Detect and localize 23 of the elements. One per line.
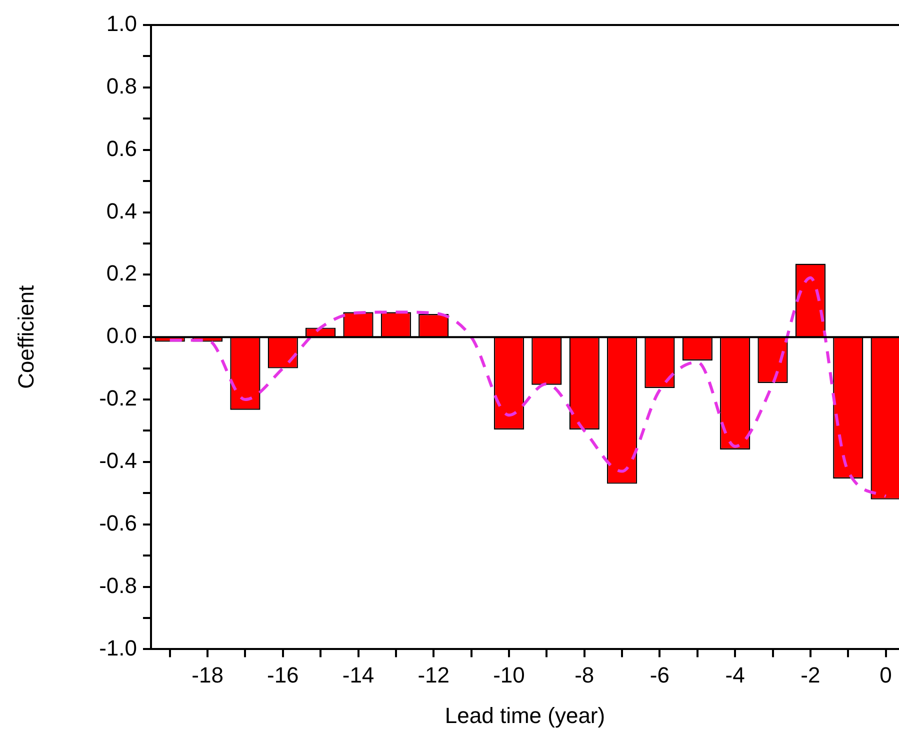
x-tick-label: 0 (880, 662, 892, 688)
x-tick-label: -4 (725, 662, 745, 688)
y-tick-label: 0.2 (106, 260, 137, 286)
y-tick-label: -0.2 (99, 386, 137, 411)
x-tick-label: -12 (418, 662, 450, 688)
x-tick-label: -2 (800, 662, 820, 688)
x-axis-title: Lead time (year) (444, 702, 606, 728)
y-tick-label: -0.6 (99, 510, 137, 536)
y-tick-label: 0.8 (106, 73, 137, 98)
x-tick-label: -10 (493, 662, 525, 688)
x-tick-label: -18 (192, 662, 224, 688)
y-tick-label: 0.6 (106, 136, 137, 161)
x-tick-label: -14 (342, 662, 374, 688)
y-tick-label: 0.4 (106, 198, 137, 224)
y-tick-label: -1.0 (99, 635, 137, 660)
x-tick-label: -6 (650, 662, 670, 688)
x-tick-label: -16 (266, 662, 299, 688)
y-tick-label: -0.8 (99, 572, 137, 598)
y-tick-label: -0.4 (99, 448, 137, 474)
x-tick-label: -8 (574, 662, 594, 688)
y-axis-title: Coefficient (13, 285, 38, 389)
y-tick-label: 0.0 (106, 323, 137, 348)
y-tick-label: 1.0 (106, 11, 137, 36)
